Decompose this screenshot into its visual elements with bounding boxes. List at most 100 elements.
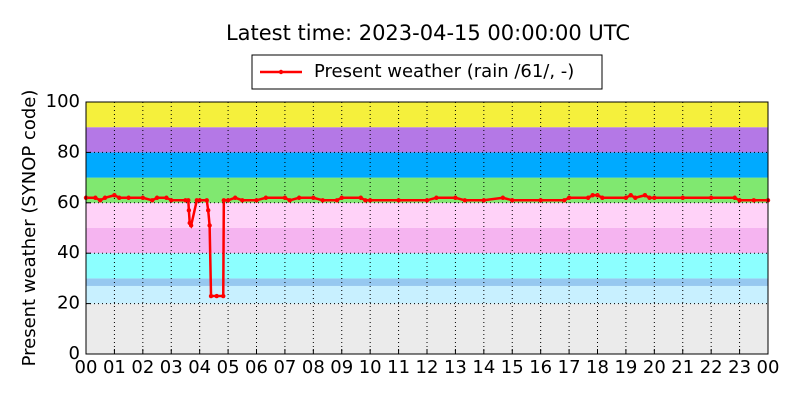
data-point [680, 195, 685, 200]
x-tick-label: 12 [416, 357, 439, 378]
data-point [188, 223, 194, 228]
data-point [628, 193, 633, 198]
data-point [186, 198, 191, 203]
data-point [154, 195, 160, 200]
data-point [311, 195, 316, 200]
legend-marker [278, 69, 284, 75]
y-tick-label: 80 [57, 141, 80, 162]
x-tick-label: 22 [700, 357, 723, 378]
data-line [86, 193, 768, 298]
data-point [623, 195, 629, 200]
data-point [538, 198, 543, 203]
x-tick-label: 05 [217, 357, 240, 378]
data-point [197, 198, 202, 203]
x-tick-label: 20 [643, 357, 666, 378]
x-tick-label: 15 [501, 357, 524, 378]
data-point [296, 195, 302, 200]
data-point [462, 198, 467, 203]
data-point [647, 195, 652, 200]
x-tick-label: 13 [444, 357, 467, 378]
data-point [102, 195, 108, 200]
x-tick-label: 00 [75, 357, 98, 378]
x-tick-label: 21 [671, 357, 694, 378]
data-point [320, 198, 325, 203]
data-point [367, 198, 373, 203]
data-point [595, 193, 600, 198]
y-axis-label: Present weather (SYNOP code) [19, 90, 40, 367]
data-point [98, 198, 103, 203]
data-point [263, 195, 269, 200]
data-point [510, 198, 515, 203]
y-tick-label: 40 [57, 242, 80, 263]
data-point [590, 193, 595, 198]
data-point [363, 198, 368, 203]
weather-band [86, 303, 768, 354]
legend-box [251, 54, 603, 90]
legend: Present weather (rain /61/, -) [251, 54, 603, 90]
data-point [396, 198, 401, 203]
data-point [453, 195, 458, 200]
chart-title: Latest time: 2023-04-15 00:00:00 UTC [226, 21, 630, 45]
weather-band [86, 152, 768, 178]
x-tick-label: 01 [103, 357, 126, 378]
data-point [358, 195, 363, 200]
data-point [334, 198, 340, 203]
data-point [140, 195, 146, 200]
data-point [732, 195, 737, 200]
data-point [204, 198, 209, 203]
data-point [566, 195, 572, 200]
x-tick-label: 08 [302, 357, 325, 378]
data-point [500, 195, 506, 200]
y-tick-label: 100 [46, 91, 80, 112]
weather-band [86, 228, 768, 254]
x-tick-label: 04 [188, 357, 211, 378]
data-point [282, 195, 288, 200]
x-tick-label: 09 [330, 357, 353, 378]
data-point [339, 195, 344, 200]
data-point [287, 198, 292, 203]
data-point [642, 193, 648, 198]
data-point [600, 195, 605, 200]
data-point [633, 195, 638, 200]
data-point [737, 198, 742, 203]
data-point [225, 198, 231, 203]
y-tick-label: 20 [57, 293, 80, 314]
x-tick-label: 11 [387, 357, 410, 378]
x-tick-label: 14 [472, 357, 495, 378]
weather-band [86, 127, 768, 153]
data-point [240, 198, 245, 203]
x-tick-label: 00 [757, 357, 780, 378]
y-tick-label: 60 [57, 192, 80, 213]
x-tick-label: 17 [558, 357, 581, 378]
data-point [208, 293, 214, 299]
x-tick-label: 19 [614, 357, 637, 378]
data-point [93, 195, 98, 200]
data-point [117, 195, 122, 200]
x-tick-label: 07 [273, 357, 296, 378]
x-tick-label: 18 [586, 357, 609, 378]
plot-frame [85, 101, 769, 355]
data-point [186, 208, 192, 213]
data-point [434, 195, 439, 200]
data-point [708, 195, 714, 200]
y-tick-label: 0 [69, 343, 80, 364]
data-point [214, 293, 219, 299]
data-point [112, 193, 117, 198]
data-point [424, 198, 430, 203]
data-point [232, 195, 238, 200]
x-tick-label: 10 [359, 357, 382, 378]
data-point [585, 195, 591, 200]
data-point [221, 198, 227, 203]
x-tick-label: 23 [728, 357, 751, 378]
data-point [254, 198, 259, 203]
data-point [221, 293, 226, 299]
data-point [169, 198, 174, 203]
data-point [481, 198, 487, 203]
data-point [126, 195, 131, 200]
data-point [751, 198, 756, 203]
data-point [652, 195, 657, 200]
x-tick-label: 16 [529, 357, 552, 378]
x-tick-label: 03 [160, 357, 183, 378]
data-point [562, 198, 567, 203]
